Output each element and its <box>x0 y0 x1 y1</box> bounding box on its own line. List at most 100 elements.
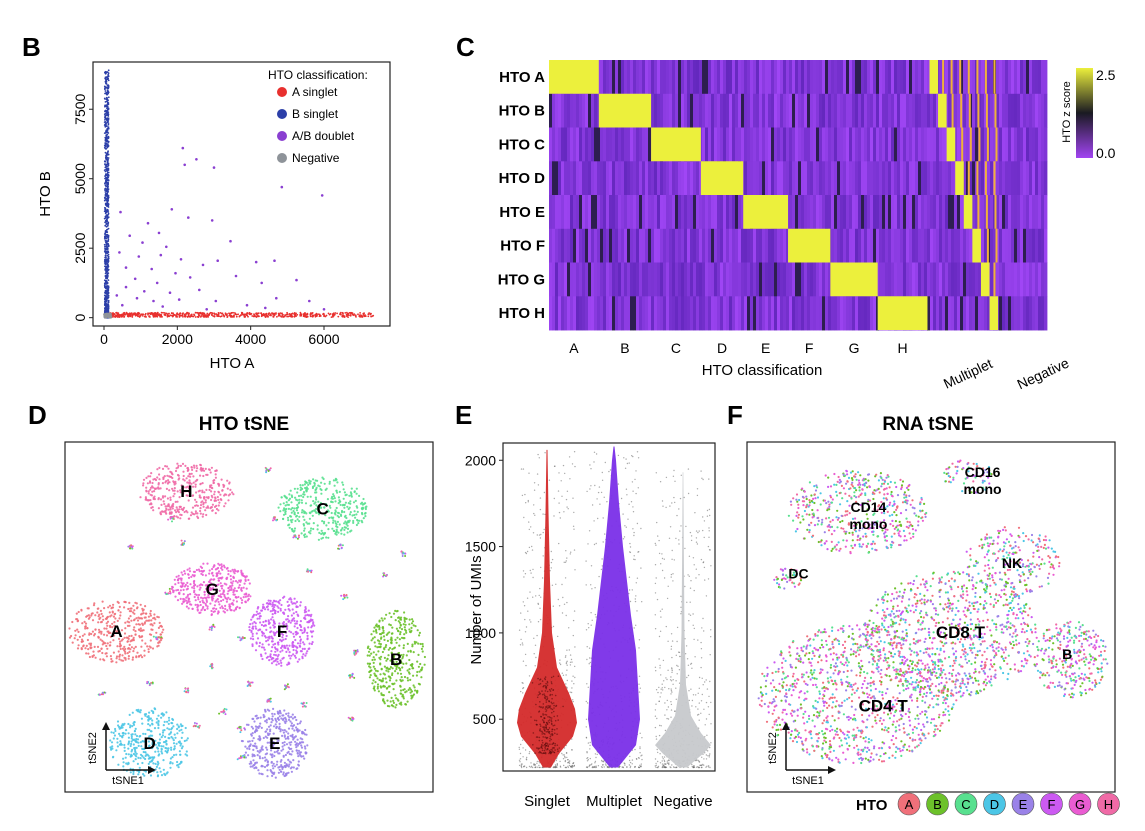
heatmap-cell <box>855 60 859 95</box>
jitter-point <box>591 504 594 506</box>
jitter-point <box>569 553 571 555</box>
jitter-point <box>692 766 694 769</box>
heatmap-cell <box>654 93 658 128</box>
jitter-point <box>654 726 657 729</box>
jitter-point <box>691 699 694 702</box>
b-singlet-point <box>105 76 107 79</box>
a-singlet-point <box>232 315 234 318</box>
jitter-point <box>586 490 588 493</box>
heatmap-cell <box>963 127 967 162</box>
jitter-point <box>710 636 712 638</box>
a-singlet-point <box>350 313 352 315</box>
heatmap-cell <box>831 60 835 95</box>
heatmap-cell <box>729 296 733 331</box>
heatmap-cell <box>870 127 874 162</box>
heatmap-cell <box>756 60 760 95</box>
jitter-point <box>521 682 523 684</box>
jitter-point <box>637 757 640 759</box>
heatmap-cell <box>705 195 709 230</box>
heatmap-cell <box>867 60 871 95</box>
jitter-point <box>659 667 661 669</box>
heatmap-cell <box>555 262 559 297</box>
heatmap-cell <box>780 127 784 162</box>
heatmap-cell <box>744 127 748 162</box>
heatmap-cell <box>1008 262 1012 297</box>
heatmap-cell <box>642 195 646 230</box>
b-singlet-point <box>107 84 110 87</box>
jitter-point <box>655 735 657 738</box>
jitter-point <box>635 624 637 626</box>
jitter-point <box>667 669 669 671</box>
doublet-point <box>157 231 161 235</box>
heatmap-cell <box>822 161 826 196</box>
heatmap-cell <box>792 296 796 331</box>
b-singlet-point <box>104 139 107 142</box>
jitter-point <box>597 517 599 520</box>
doublet-point <box>308 299 311 303</box>
heatmap-cell <box>1011 195 1015 230</box>
heatmap-cell <box>588 161 592 196</box>
jitter-point <box>634 478 636 481</box>
heatmap-cell <box>1008 296 1012 331</box>
jitter-point <box>697 759 700 762</box>
jitter-point <box>666 699 668 702</box>
jitter-point <box>701 627 703 629</box>
heatmap-cell-high <box>788 228 831 263</box>
jitter-point <box>532 576 534 579</box>
jitter-point <box>564 759 567 762</box>
jitter-point <box>698 719 700 721</box>
doublet-point <box>264 306 267 310</box>
jitter-point <box>540 566 542 569</box>
jitter-point <box>590 764 592 766</box>
jitter-point <box>526 597 529 599</box>
heatmap-cell <box>849 161 853 196</box>
jitter-point <box>559 663 562 666</box>
heatmap-cell <box>939 60 943 95</box>
heatmap-cell <box>972 262 976 297</box>
jitter-point <box>701 756 703 758</box>
heatmap-cell <box>972 127 976 162</box>
a-singlet-point <box>370 312 372 315</box>
heatmap-cell <box>933 93 937 128</box>
heatmap-cell <box>804 262 808 297</box>
jitter-point <box>663 759 665 761</box>
heatmap-cell <box>570 127 574 162</box>
heatmap-cell <box>687 228 691 263</box>
heatmap-cell <box>657 93 661 128</box>
heatmap-cell <box>567 296 571 331</box>
jitter-point <box>593 766 595 768</box>
a-singlet-point <box>117 315 120 317</box>
jitter-point <box>666 717 668 720</box>
doublet-point <box>385 574 388 577</box>
b-singlet-point <box>106 93 109 96</box>
a-singlet-point <box>199 316 202 318</box>
heatmap-cell <box>615 60 619 95</box>
jitter-point <box>564 757 566 759</box>
jitter-point <box>558 472 560 474</box>
doublet-point <box>240 637 243 640</box>
jitter-point <box>595 756 597 759</box>
heatmap-cell <box>801 262 805 297</box>
doublet-point <box>404 555 407 557</box>
jitter-point <box>632 455 634 458</box>
heatmap-cell <box>636 262 640 297</box>
heatmap-cell <box>570 93 574 128</box>
heatmap-cell <box>564 296 568 331</box>
heatmap-cell <box>1026 127 1030 162</box>
jitter-point <box>707 706 710 708</box>
jitter-point <box>573 610 576 612</box>
heatmap-cell <box>702 127 706 162</box>
a-singlet-point <box>286 311 288 314</box>
panel-d-xlabel: tSNE1 <box>112 775 144 787</box>
jitter-point <box>628 503 630 505</box>
jitter-point <box>589 657 591 659</box>
heatmap-cell <box>552 296 556 331</box>
heatmap-cell <box>849 195 853 230</box>
a-singlet-point <box>233 311 235 314</box>
jitter-point <box>698 574 700 576</box>
violin-point <box>557 675 560 677</box>
b-singlet-point <box>106 131 109 134</box>
heatmap-cell <box>861 296 865 331</box>
heatmap-cell <box>870 296 874 331</box>
heatmap-cell <box>657 262 661 297</box>
